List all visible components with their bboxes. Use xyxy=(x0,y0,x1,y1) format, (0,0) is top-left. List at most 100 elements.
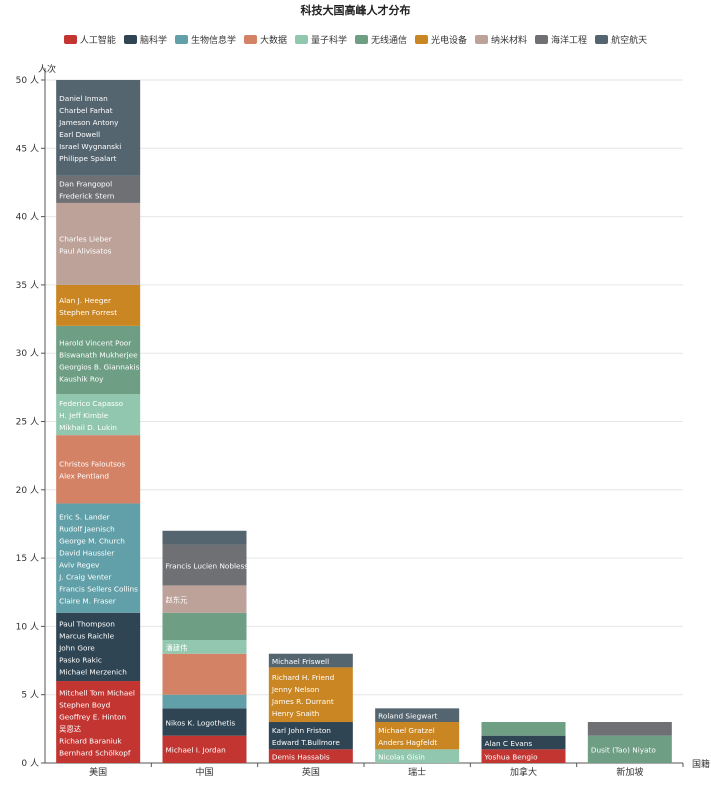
legend-label: 纳米材料 xyxy=(491,36,528,46)
bar-segment[interactable] xyxy=(162,640,247,654)
segment-label: J. Craig Venter xyxy=(58,572,111,581)
bar-segment[interactable] xyxy=(56,284,141,326)
legend-item[interactable]: 人工智能 xyxy=(63,33,116,46)
bar-segment[interactable] xyxy=(162,530,247,545)
legend-item[interactable]: 大数据 xyxy=(243,33,287,46)
y-tick-label: 40 人 xyxy=(16,212,39,223)
legend-swatch xyxy=(174,35,188,44)
legend-swatch xyxy=(595,35,609,44)
bar-segment[interactable] xyxy=(162,708,247,736)
legend-item[interactable]: 纳米材料 xyxy=(475,33,527,46)
legend-swatch xyxy=(63,35,77,44)
bar-segment[interactable] xyxy=(587,722,672,736)
bar-segment[interactable] xyxy=(162,694,247,709)
legend-label: 光电设备 xyxy=(431,36,468,46)
legend-swatch xyxy=(535,35,549,44)
axis-layer: 0 人 5 人 10 人 15 人 20 人 25 人 30 人 35 人 40 人 45 人 50… xyxy=(16,68,684,778)
segment-label: Richard H. Friend xyxy=(272,673,334,682)
segment-label: Stephen Forrest xyxy=(59,308,117,317)
bar-segment[interactable] xyxy=(56,202,141,285)
segment-label: Harold Vincent Poor xyxy=(59,338,131,347)
segment-label: Michael Friswell xyxy=(272,657,329,666)
bar-segment[interactable] xyxy=(375,722,460,750)
bar-segment[interactable] xyxy=(56,394,141,436)
segment-label: George M. Church xyxy=(59,536,125,545)
y-tick-label: 45 人 xyxy=(16,143,39,154)
bar-segment[interactable] xyxy=(162,653,247,695)
bar-segment[interactable] xyxy=(56,503,141,613)
bar-segment[interactable] xyxy=(56,612,141,682)
legend-swatch xyxy=(355,35,368,44)
segment-label: Anders Hagfeldt xyxy=(378,738,437,747)
bar-segment[interactable] xyxy=(587,735,672,763)
bar-segment[interactable] xyxy=(375,708,460,723)
bar-segment[interactable] xyxy=(481,722,566,736)
bar-segment[interactable] xyxy=(268,722,353,750)
segment-label: Paul Alivisatos xyxy=(59,246,112,255)
bar-segment[interactable] xyxy=(56,325,141,395)
bar-segment[interactable] xyxy=(56,435,141,504)
segment-label: Christos Faloutsos xyxy=(59,460,125,469)
bar-segment[interactable] xyxy=(481,735,566,750)
legend-label: 脑科学 xyxy=(139,36,167,46)
bar-segment[interactable] xyxy=(162,735,247,763)
bar-segment[interactable] xyxy=(268,653,353,668)
legend-item[interactable]: 生物信息学 xyxy=(174,33,236,46)
legend-item[interactable]: 航空航天 xyxy=(595,33,647,46)
bar-segment[interactable] xyxy=(268,749,353,763)
segment-label: Alan C Evans xyxy=(485,739,533,748)
segment-label: Nicolas Gisin xyxy=(378,753,425,762)
bar-segment[interactable] xyxy=(56,175,141,203)
segment-label: Henry Snaith xyxy=(272,709,319,718)
segment-label: Paul Thompson xyxy=(59,619,115,628)
legend-label: 大数据 xyxy=(259,36,287,46)
bar-segment[interactable] xyxy=(56,681,141,763)
segment-label: David Haussler xyxy=(59,548,114,557)
bar-segment[interactable] xyxy=(481,749,566,763)
segment-label: Marcus Raichle xyxy=(59,631,114,640)
segment-label: Demis Hassabis xyxy=(272,753,330,762)
segment-label: Charbel Farhat xyxy=(59,106,113,115)
legend-label: 生物信息学 xyxy=(190,36,236,46)
bar-segment[interactable] xyxy=(375,749,460,763)
legend-swatch xyxy=(123,35,137,44)
segment-label: John Gore xyxy=(58,643,95,652)
legend: 人工智能 脑科学 生物信息学 大数据 量子科学 无线通信 光电设备 纳米材料 海洋工程 航空航天 xyxy=(0,33,711,46)
segment-label: Philippe Spalart xyxy=(59,154,116,163)
bar-segment[interactable] xyxy=(268,667,353,723)
legend-label: 量子科学 xyxy=(310,36,347,46)
chart-title: 科技大国高峰人才分布 xyxy=(300,4,411,17)
y-tick-label: 20 人 xyxy=(16,485,39,496)
segment-label: Roland Siegwart xyxy=(378,712,438,721)
segment-label: Biswanath Mukherjee xyxy=(59,350,138,359)
segment-label: Jenny Nelson xyxy=(271,685,319,694)
x-tick-label: 加拿大 xyxy=(510,766,537,778)
bar-segment[interactable] xyxy=(162,585,247,613)
segment-label: Mitchell Tom Michael xyxy=(59,688,135,697)
legend-item[interactable]: 海洋工程 xyxy=(535,33,587,46)
bar-segment[interactable] xyxy=(56,80,141,176)
legend-swatch xyxy=(415,35,429,44)
x-tick-label: 新加坡 xyxy=(616,766,643,778)
segment-label: Dan Frangopol xyxy=(59,180,112,189)
segment-label: Stephen Boyd xyxy=(59,700,110,709)
bar-segment[interactable] xyxy=(162,612,247,641)
segment-label: Michael Gratzel xyxy=(378,726,435,735)
segment-label: Alex Pentland xyxy=(59,472,109,481)
legend-label: 无线通信 xyxy=(371,36,408,46)
segment-label: Edward T.Bullmore xyxy=(272,738,341,747)
segment-label: Francis Sellers Collins xyxy=(59,584,138,593)
segment-label: Kaushik Roy xyxy=(59,374,104,383)
legend-item[interactable]: 量子科学 xyxy=(294,33,347,46)
legend-item[interactable]: 光电设备 xyxy=(415,33,467,46)
legend-item[interactable]: 脑科学 xyxy=(123,33,167,46)
segment-label: 吴恩达 xyxy=(59,724,82,733)
bar-layer xyxy=(56,80,672,763)
y-tick-label: 5 人 xyxy=(21,690,39,701)
bar-segment[interactable] xyxy=(162,544,247,586)
segment-label: Francis Lucien Noblesse xyxy=(166,561,254,570)
segment-label: Nikos K. Logothetis xyxy=(166,718,236,727)
segment-label: Mikhail D. Lukin xyxy=(59,423,117,432)
segment-label: Richard Baraniuk xyxy=(59,736,122,745)
legend-item[interactable]: 无线通信 xyxy=(355,33,407,46)
